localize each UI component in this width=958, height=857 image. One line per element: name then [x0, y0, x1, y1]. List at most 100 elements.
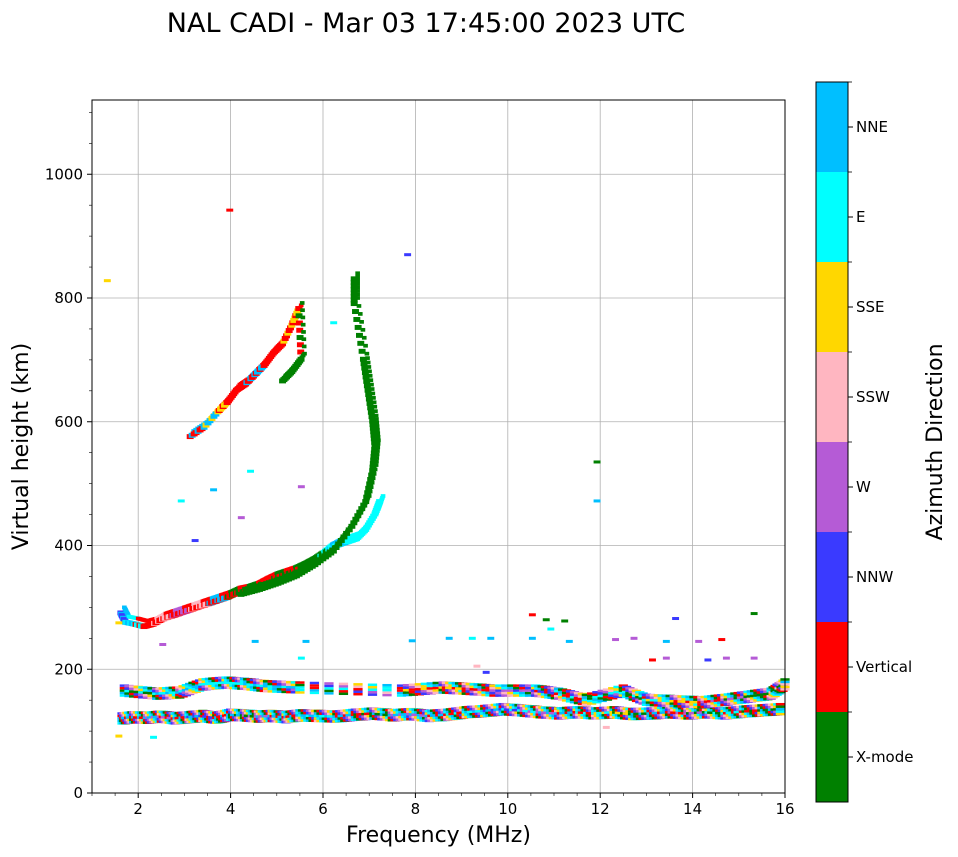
echo-point: [513, 686, 523, 690]
colorbar-tick-label: NNW: [856, 568, 893, 586]
echo-point: [420, 685, 430, 688]
echo-point: [489, 684, 499, 687]
echo-point: [375, 431, 381, 436]
echo-point: [501, 694, 511, 697]
echo-point: [420, 682, 430, 686]
echo-point: [276, 680, 287, 684]
echo-point: [362, 374, 370, 380]
echo-point: [365, 360, 371, 365]
echo-point: [775, 702, 785, 706]
echo-point: [295, 313, 303, 319]
echo-point: [608, 692, 618, 695]
echo-point: [115, 734, 123, 738]
echo-point: [279, 378, 287, 384]
echo-point: [370, 432, 378, 438]
echo-point: [613, 685, 623, 689]
echo-point: [159, 643, 167, 646]
echo-point: [625, 687, 635, 690]
echo-point: [408, 686, 419, 689]
echo-point: [124, 687, 134, 690]
echo-point: [524, 689, 535, 692]
echo-point: [374, 424, 380, 429]
echo-point: [597, 689, 607, 693]
colorbar-tick-label: W: [856, 478, 871, 496]
echo-point: [408, 683, 419, 687]
colorbar-tick-label: X-mode: [856, 748, 913, 766]
y-tick-label: 0: [73, 784, 83, 802]
echo-point: [247, 585, 253, 590]
echo-point: [296, 335, 304, 340]
echo-point: [367, 405, 375, 411]
echo-point: [775, 712, 785, 716]
echo-point: [353, 317, 361, 322]
echo-point: [382, 686, 392, 689]
echo-point: [295, 686, 305, 689]
echo-point: [295, 683, 305, 687]
echo-point: [420, 687, 430, 691]
echo-point: [513, 684, 523, 687]
colorbar-segment: [816, 622, 848, 712]
echo-point: [300, 308, 305, 313]
echo-point: [375, 427, 380, 432]
echo-point: [368, 472, 376, 478]
echo-point: [592, 693, 602, 696]
colorbar-segment: [816, 442, 848, 532]
echo-point: [210, 488, 218, 492]
echo-point: [722, 656, 730, 660]
echo-point: [324, 687, 334, 690]
echo-point: [356, 332, 363, 338]
echo-point: [370, 436, 378, 442]
echo-point: [356, 509, 364, 515]
echo-point: [363, 494, 371, 500]
echo-point: [432, 691, 442, 695]
echo-point: [365, 392, 373, 398]
echo-point: [353, 683, 363, 686]
echo-point: [335, 541, 343, 547]
echo-point: [408, 690, 419, 694]
echo-point: [587, 692, 597, 695]
echo-point: [608, 694, 618, 697]
echo-point: [775, 707, 785, 711]
x-axis-label: Frequency (MHz): [346, 823, 531, 848]
echo-point: [338, 685, 349, 688]
y-tick-label: 1000: [45, 165, 83, 183]
echo-point: [592, 691, 602, 694]
echo-point: [513, 691, 523, 695]
echo-point: [581, 701, 591, 704]
echo-point: [329, 548, 337, 554]
echo-point: [408, 693, 419, 696]
echo-point: [361, 365, 369, 371]
colorbar-tick-label: SSW: [856, 388, 890, 406]
echo-point: [772, 693, 782, 696]
colorbar-label: Azimuth Direction: [923, 343, 948, 540]
echo-point: [309, 684, 320, 687]
echo-point: [301, 330, 306, 334]
y-tick-label: 800: [54, 289, 83, 307]
echo-point: [382, 688, 392, 692]
echo-point: [495, 694, 505, 697]
echo-point: [501, 686, 511, 690]
echo-point: [369, 422, 377, 428]
echo-point: [281, 336, 289, 341]
echo-point: [324, 682, 334, 685]
echo-point: [373, 413, 379, 418]
x-tick-label: 16: [775, 800, 794, 818]
echo-point: [191, 539, 199, 543]
echo-point: [271, 578, 276, 583]
echo-point: [613, 688, 623, 691]
echo-point: [507, 686, 517, 690]
echo-point: [354, 324, 362, 330]
x-tick-label: 4: [226, 800, 236, 818]
colorbar-segment: [816, 352, 848, 442]
echo-point: [370, 450, 378, 456]
echo-point: [649, 658, 656, 662]
echo-point: [150, 735, 157, 739]
echo-point: [358, 506, 366, 512]
echo-point: [367, 686, 378, 689]
echo-point: [524, 694, 535, 697]
y-tick-label: 400: [54, 537, 83, 555]
echo-point: [367, 683, 378, 687]
echo-point: [420, 692, 430, 696]
echo-point: [177, 499, 185, 503]
